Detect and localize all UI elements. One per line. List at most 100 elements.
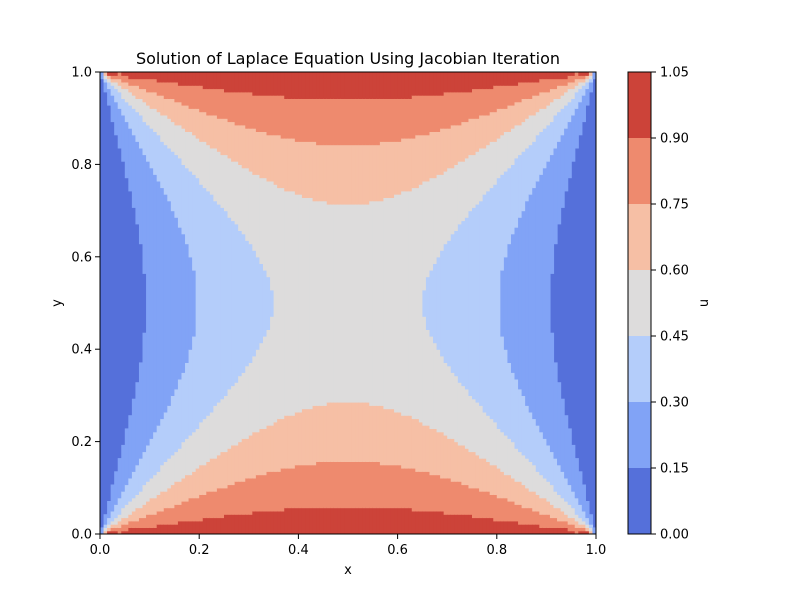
contour-cell <box>553 78 558 90</box>
contour-cell <box>564 520 569 528</box>
contour-cell <box>376 144 381 202</box>
contour-cell <box>510 164 516 235</box>
contour-cell <box>564 514 569 522</box>
contour-cell <box>401 468 406 509</box>
contour-cell <box>238 124 243 165</box>
contour-cell <box>142 484 147 505</box>
contour-cell <box>149 72 154 80</box>
contour-cell <box>528 194 533 413</box>
contour-cell <box>298 411 303 466</box>
contour-cell <box>110 72 115 76</box>
contour-cell <box>270 471 275 512</box>
contour-cell <box>273 134 278 185</box>
contour-cell <box>472 487 477 519</box>
contour-cell <box>213 405 218 459</box>
contour-cell <box>418 510 423 534</box>
contour-cell <box>238 375 243 443</box>
contour-cell <box>539 474 544 499</box>
contour-cell <box>284 72 289 99</box>
contour-cell <box>170 484 175 509</box>
contour-cell <box>578 81 583 90</box>
contour-cell <box>291 190 296 416</box>
contour-cell <box>231 514 236 534</box>
contour-cell <box>114 101 119 136</box>
contour-cell <box>146 527 151 534</box>
contour-cell <box>323 405 328 462</box>
contour-cell <box>245 477 250 515</box>
contour-cell <box>574 78 579 86</box>
contour-cell <box>330 507 335 534</box>
contour-cell <box>185 520 190 534</box>
contour-cell <box>167 118 172 149</box>
contour-cell <box>372 405 377 462</box>
contour-cell <box>518 217 523 390</box>
contour-cell <box>571 88 576 99</box>
contour-cell <box>188 474 193 499</box>
contour-cell <box>319 200 324 406</box>
contour-cell <box>238 481 243 515</box>
contour-cell <box>425 329 431 426</box>
contour-cell <box>114 81 119 90</box>
contour-cell <box>425 276 431 330</box>
contour-cell <box>117 527 122 534</box>
contour-cell <box>535 471 540 495</box>
contour-cell <box>482 458 487 492</box>
contour-cell <box>447 365 452 439</box>
contour-cell <box>149 438 154 479</box>
contour-cell <box>549 332 555 453</box>
contour-cell <box>450 514 455 534</box>
contour-cell <box>560 134 565 208</box>
contour-cell <box>503 72 509 86</box>
contour-cell <box>564 527 569 534</box>
contour-cell <box>542 167 547 439</box>
colorbar-tick-label: 0.75 <box>660 198 689 213</box>
contour-cell <box>507 520 512 534</box>
contour-cell <box>549 517 555 528</box>
contour-cell <box>440 355 445 433</box>
contour-cell <box>273 72 278 96</box>
contour-cell <box>333 144 338 205</box>
contour-cell <box>433 263 438 344</box>
contour-cell <box>266 72 271 96</box>
contour-cell <box>588 527 594 532</box>
contour-cell <box>457 481 462 515</box>
contour-cell <box>170 121 175 152</box>
contour-cell <box>525 98 530 119</box>
contour-cell <box>365 98 370 146</box>
contour-cell <box>174 124 179 156</box>
contour-cell <box>468 91 473 119</box>
contour-cell <box>156 111 161 136</box>
contour-cell <box>117 91 122 109</box>
contour-cell <box>156 425 161 472</box>
contour-cell <box>195 177 200 429</box>
contour-cell <box>319 98 324 146</box>
contour-cell <box>227 72 232 93</box>
contour-cell <box>121 72 126 76</box>
contour-cell <box>383 72 388 99</box>
contour-cell <box>241 72 246 93</box>
contour-cell <box>535 510 540 525</box>
contour-cell <box>213 517 218 534</box>
contour-cell <box>355 507 360 534</box>
contour-cell <box>224 451 229 489</box>
contour-cell <box>443 435 448 479</box>
contour-cell <box>429 510 434 534</box>
contour-cell <box>248 477 253 515</box>
contour-cell <box>571 81 576 90</box>
contour-cell <box>525 81 530 99</box>
contour-cell <box>457 223 462 383</box>
contour-cell <box>195 428 200 469</box>
contour-cell <box>305 507 310 534</box>
contour-cell <box>195 72 200 86</box>
contour-cell <box>507 167 512 245</box>
contour-cell <box>192 108 197 136</box>
contour-cell <box>174 217 179 390</box>
contour-cell <box>206 415 211 462</box>
contour-cell <box>319 405 324 462</box>
contour-cell <box>386 197 392 410</box>
contour-cell <box>206 88 211 116</box>
contour-cell <box>224 514 229 534</box>
contour-cell <box>454 514 459 534</box>
contour-cell <box>457 161 462 225</box>
contour-cell <box>206 144 211 192</box>
